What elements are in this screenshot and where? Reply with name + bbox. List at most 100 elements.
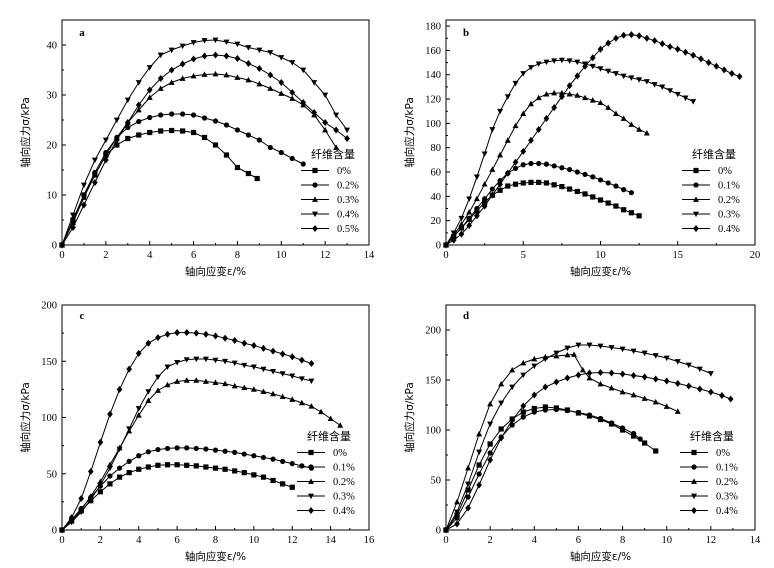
data-point [318, 408, 325, 415]
data-point [542, 356, 549, 363]
data-point [232, 468, 238, 474]
data-point [267, 71, 274, 79]
data-point [280, 481, 286, 487]
data-point [126, 458, 132, 464]
x-tick-label: 10 [595, 250, 606, 261]
data-point [241, 451, 247, 457]
series-line [61, 113, 304, 246]
data-point [543, 115, 550, 123]
legend-label: 0% [718, 166, 732, 177]
data-point [682, 95, 689, 101]
data-point [80, 182, 87, 189]
data-point [498, 380, 505, 387]
data-point [260, 474, 267, 480]
series-0% [443, 404, 659, 533]
data-point [551, 182, 557, 188]
data-point [193, 356, 200, 363]
data-point [234, 54, 241, 63]
data-point [212, 51, 219, 59]
data-point [574, 72, 581, 80]
legend-label: 0% [716, 448, 730, 459]
data-point [157, 52, 164, 59]
data-point [543, 161, 550, 167]
data-point [663, 377, 670, 385]
data-point [582, 191, 588, 197]
data-point [157, 85, 164, 91]
legend: 纤维含量 0% 0.1% 0.2% 0.3% 0.4% [680, 429, 738, 517]
data-point [164, 330, 171, 338]
data-point [531, 355, 538, 362]
data-point [505, 183, 511, 189]
data-point [146, 86, 153, 94]
data-point [308, 378, 315, 385]
y-tick-label: 30 [47, 91, 58, 102]
data-point [589, 97, 596, 103]
data-point [667, 43, 673, 51]
data-point [270, 456, 276, 462]
data-point [245, 132, 251, 138]
x-tick-label: 10 [249, 535, 260, 546]
data-point [155, 462, 161, 468]
y-tick-label: 200 [425, 326, 441, 337]
data-point [696, 366, 703, 373]
legend-label: 0.3% [716, 492, 738, 503]
data-point [267, 85, 274, 91]
data-point [212, 118, 219, 124]
series-0.1% [443, 160, 635, 248]
data-point [245, 59, 252, 68]
series-0.4% [443, 368, 734, 534]
series-0.2% [59, 377, 344, 533]
data-point [553, 350, 560, 357]
data-point [559, 184, 565, 190]
data-point [223, 122, 230, 128]
data-point [333, 126, 339, 134]
y-tick-label: 0 [52, 526, 57, 537]
data-point [78, 494, 85, 503]
data-point [558, 57, 565, 64]
data-point [107, 473, 113, 479]
data-point [106, 465, 113, 472]
data-point [245, 76, 252, 83]
series-0.2% [443, 89, 650, 248]
data-point [69, 212, 76, 219]
data-point [190, 72, 197, 79]
data-point [497, 151, 504, 158]
y-tick-label: 0 [52, 241, 57, 252]
y-tick-label: 50 [431, 476, 442, 487]
data-point [116, 465, 123, 471]
data-point [180, 111, 186, 117]
data-point [535, 125, 542, 133]
x-tick-label: 4 [532, 535, 538, 546]
data-point [512, 80, 519, 87]
data-point [147, 129, 153, 136]
data-point [652, 398, 659, 405]
legend-label: 0.4% [716, 506, 738, 517]
data-point [232, 449, 238, 455]
data-point [659, 40, 666, 48]
x-tick-label: 12 [320, 250, 331, 261]
legend-marker [312, 196, 318, 202]
data-point [520, 162, 526, 168]
data-point [164, 445, 171, 452]
data-point [571, 351, 578, 357]
data-point [605, 104, 612, 110]
data-point [222, 448, 228, 454]
data-point [690, 99, 697, 105]
data-point [579, 366, 586, 373]
x-tick-label: 5 [521, 250, 526, 261]
x-tick-label: 14 [750, 535, 761, 546]
data-point [520, 359, 527, 366]
data-point [168, 47, 175, 54]
data-point [458, 215, 465, 222]
data-point [203, 330, 209, 338]
data-point [254, 175, 260, 182]
data-point [116, 385, 123, 393]
data-point [124, 97, 131, 104]
data-point [465, 464, 472, 471]
data-point [116, 446, 123, 453]
x-tick-label: 12 [706, 535, 717, 546]
data-point [91, 171, 98, 178]
data-point [183, 329, 190, 337]
legend-label: 0% [337, 166, 351, 177]
data-point [474, 212, 480, 220]
